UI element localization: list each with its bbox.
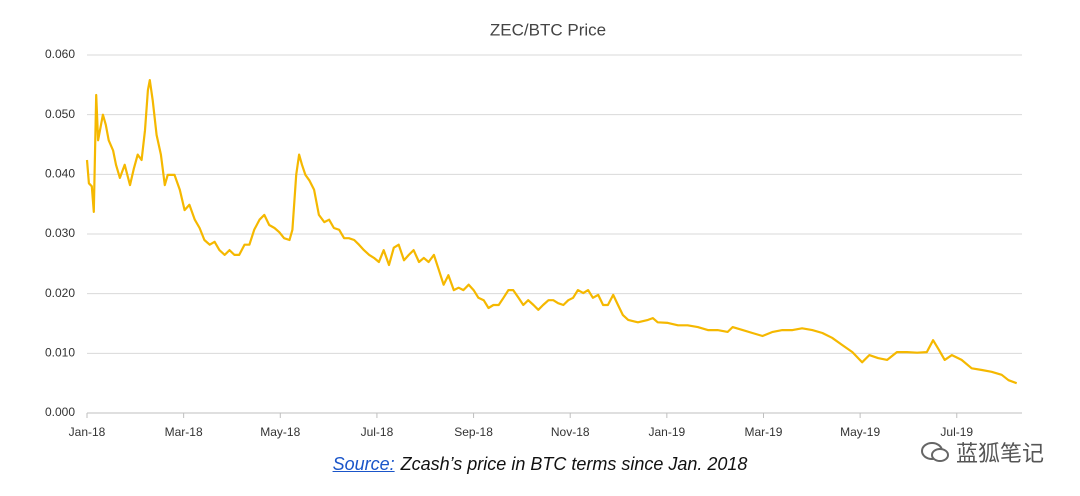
caption-text: Zcash’s price in BTC terms since Jan. 20… bbox=[400, 454, 748, 474]
y-tick-label: 0.020 bbox=[45, 286, 75, 300]
y-tick-label: 0.010 bbox=[45, 346, 75, 360]
chart: ZEC/BTC Price 0.000 0.010 0.020 0.030 0.040 0… bbox=[45, 20, 1022, 439]
watermark: 蓝狐笔记 bbox=[920, 436, 1044, 468]
source-link[interactable]: Source: bbox=[332, 454, 395, 474]
y-tick-label: 0.040 bbox=[45, 167, 75, 181]
x-tick-label: Nov-18 bbox=[551, 425, 590, 439]
watermark-icon bbox=[920, 442, 949, 462]
x-tick-label: Jan-19 bbox=[648, 425, 685, 439]
x-tick-label: May-18 bbox=[260, 425, 300, 439]
chart-title: ZEC/BTC Price bbox=[490, 20, 606, 39]
y-tick-label: 0.030 bbox=[45, 226, 75, 240]
x-tick-label: Jan-18 bbox=[69, 425, 106, 439]
x-tick-label: Mar-18 bbox=[165, 425, 203, 439]
x-tick-label: Jul-18 bbox=[361, 425, 394, 439]
x-tick-label: May-19 bbox=[840, 425, 880, 439]
x-tick-label: Sep-18 bbox=[454, 425, 493, 439]
x-tick-label: Mar-19 bbox=[744, 425, 782, 439]
y-tick-label: 0.060 bbox=[45, 47, 75, 61]
price-line bbox=[85, 79, 1018, 385]
y-tick-label: 0.000 bbox=[45, 405, 75, 419]
watermark-text: 蓝狐笔记 bbox=[955, 441, 1044, 466]
y-tick-label: 0.050 bbox=[45, 107, 75, 121]
caption: Source: Zcash’s price in BTC terms since … bbox=[0, 454, 1080, 475]
x-tick-label: Jul-19 bbox=[940, 425, 973, 439]
